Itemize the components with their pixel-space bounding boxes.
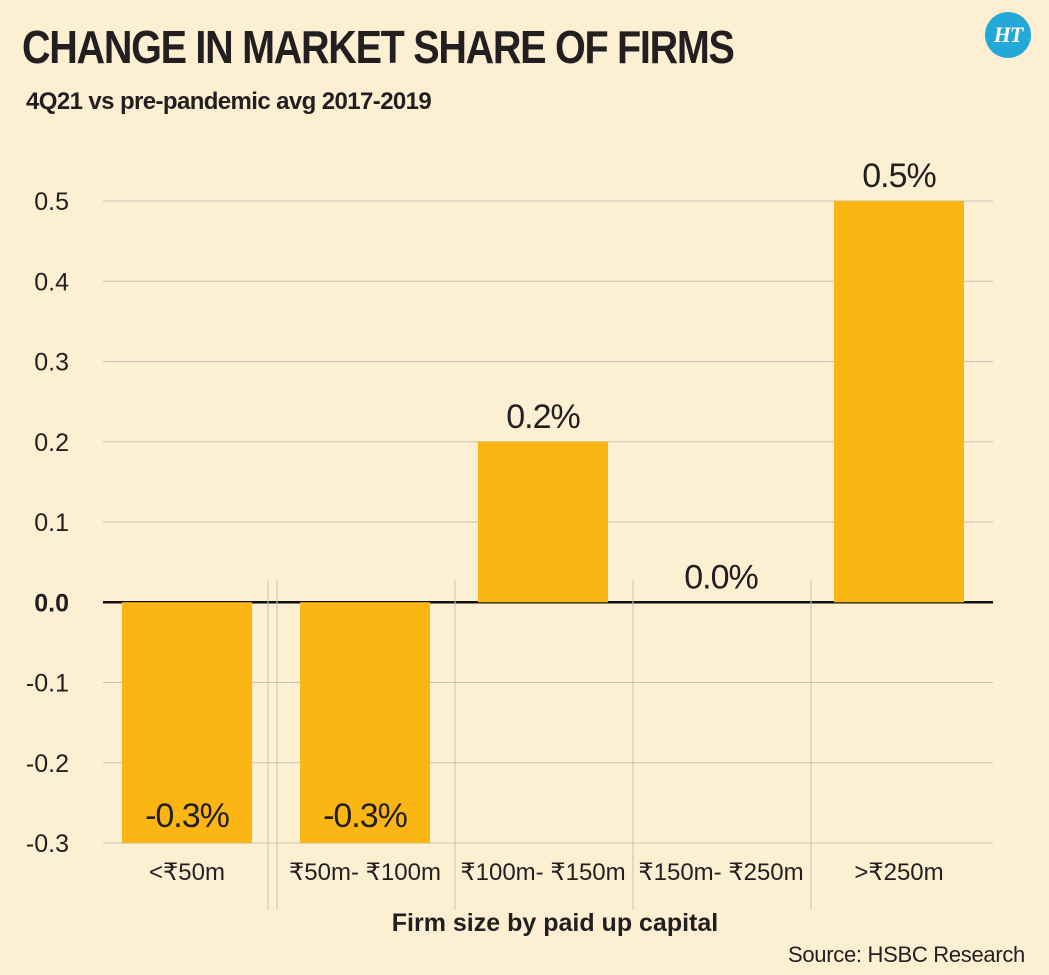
y-axis-tick-labels: 0.5 0.4 0.3 0.2 0.1 0.0 -0.1 -0.2 -0.3 (26, 188, 69, 858)
data-label: 0.0% (684, 558, 758, 596)
y-tick-label: -0.1 (26, 670, 69, 698)
data-label: -0.3% (145, 797, 230, 835)
data-label: 0.5% (862, 157, 936, 195)
bar (122, 602, 252, 843)
y-tick-label: -0.3 (26, 830, 69, 858)
y-tick-label: -0.2 (26, 750, 69, 778)
bar (478, 441, 608, 603)
data-label: -0.3% (323, 797, 408, 835)
source-note: Source: HSBC Research (787, 942, 1025, 967)
x-tick-label: <₹50m (149, 859, 225, 886)
chart-subtitle: 4Q21 vs pre-pandemic avg 2017-2019 (26, 88, 432, 115)
y-tick-label: 0.4 (34, 268, 69, 296)
data-label: 0.2% (506, 398, 580, 436)
bar (834, 201, 964, 603)
x-axis-label: Firm size by paid up capital (392, 909, 718, 937)
y-tick-label: 0.3 (34, 349, 69, 377)
x-tick-label: ₹150m- ₹250m (638, 859, 803, 886)
x-axis-tick-labels: <₹50m ₹50m- ₹100m ₹100m- ₹150m ₹150m- ₹250m… (149, 859, 944, 886)
logo-text: HT (993, 22, 1024, 47)
y-tick-label: 0.5 (34, 188, 69, 216)
x-tick-label: ₹50m- ₹100m (289, 859, 441, 886)
data-labels: -0.3% -0.3% 0.2% 0.0% 0.5% (145, 157, 937, 835)
ht-logo: HT (985, 12, 1031, 58)
y-tick-label: 0.2 (34, 429, 69, 457)
chart-title: CHANGE IN MARKET SHARE OF FIRMS (22, 21, 735, 73)
x-tick-label: ₹100m- ₹150m (460, 859, 625, 886)
bars (122, 201, 964, 843)
y-tick-label: 0.0 (34, 589, 69, 617)
bar (300, 602, 430, 843)
y-tick-label: 0.1 (34, 509, 69, 537)
x-tick-label: >₹250m (854, 859, 943, 886)
